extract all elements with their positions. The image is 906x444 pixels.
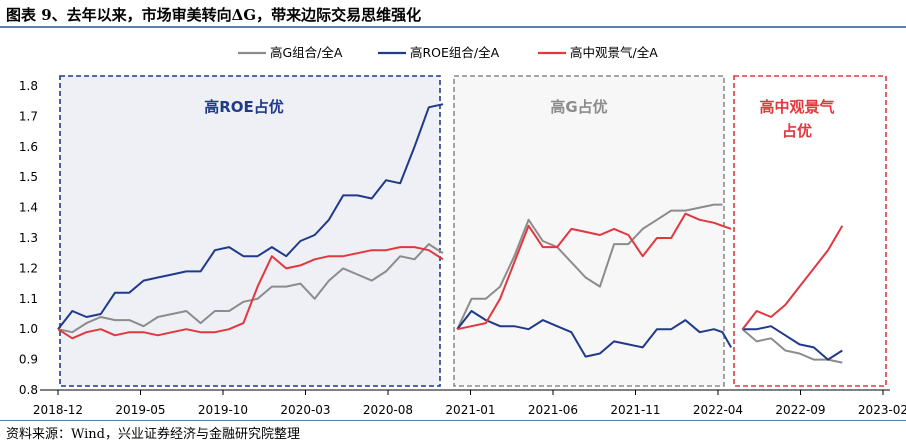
- series-line-3-seg-1: [57, 246, 444, 340]
- y-tick-label: 1.0: [19, 322, 38, 336]
- source-note: 资料来源：Wind，兴业证券经济与金融研究院整理: [6, 427, 300, 442]
- y-tick-label: 1.4: [19, 201, 38, 215]
- x-tick-label: 2021-06: [528, 403, 578, 417]
- series-line-2-seg-1: [57, 103, 444, 330]
- region-box-1: [59, 75, 441, 387]
- region-label-3: 高中观景气: [759, 98, 834, 116]
- y-tick-label: 1.5: [19, 170, 38, 184]
- source-divider: [0, 420, 906, 421]
- x-tick-label: 2020-08: [363, 403, 413, 417]
- y-tick-label: 1.2: [19, 261, 38, 275]
- series-lines: [57, 103, 844, 364]
- chart-title: 图表 9、去年以来，市场审美转向ΔG，带来边际交易思维强化: [6, 6, 422, 24]
- series-line-2-seg-2: [456, 310, 732, 358]
- series-line-3-seg-2: [457, 212, 732, 331]
- series-line-1-seg-2: [456, 203, 723, 330]
- y-tick-label: 0.9: [19, 353, 38, 367]
- y-tick-label: 1.6: [19, 140, 38, 154]
- y-tick-label: 1.7: [19, 109, 38, 123]
- region-label-3: 占优: [782, 122, 812, 140]
- series-line-1-seg-3: [741, 328, 843, 364]
- legend-label-1: 高G组合/全A: [270, 45, 343, 60]
- series-line-1-seg-1: [57, 243, 444, 334]
- x-tick-label: 2022-09: [775, 403, 825, 417]
- x-tick-label: 2023-02: [858, 403, 906, 417]
- x-tick-label: 2019-05: [115, 403, 165, 417]
- region-label-2: 高G占优: [550, 98, 607, 116]
- x-tick-label: 2021-11: [610, 403, 660, 417]
- x-tick-label: 2019-10: [198, 403, 248, 417]
- legend-label-2: 高ROE组合/全A: [410, 45, 500, 60]
- region-box-2: [453, 75, 725, 387]
- series-line-2-seg-3: [742, 325, 843, 361]
- y-tick-label: 0.8: [19, 383, 38, 397]
- series-line-3-seg-3: [741, 225, 844, 330]
- region-box-3: [733, 75, 887, 387]
- title-underline: [0, 26, 906, 28]
- x-tick-label: 2018-12: [33, 403, 83, 417]
- x-tick-label: 2022-04: [693, 403, 743, 417]
- region-label-1: 高ROE占优: [204, 98, 284, 116]
- y-tick-label: 1.1: [19, 292, 38, 306]
- y-tick-label: 1.3: [19, 231, 38, 245]
- axes: 1.8 1.7 1.6 1.5 1.4 1.3 1.2 1.1 1.0 0.9 0.8 2018-12…: [19, 79, 906, 417]
- legend-label-3: 高中观景气/全A: [570, 45, 658, 60]
- x-tick-label: 2021-01: [445, 403, 495, 417]
- x-tick-label: 2020-03: [280, 403, 330, 417]
- legend: 高G组合/全A 高ROE组合/全A 高中观景气/全A: [238, 45, 658, 60]
- y-tick-label: 1.8: [19, 79, 38, 93]
